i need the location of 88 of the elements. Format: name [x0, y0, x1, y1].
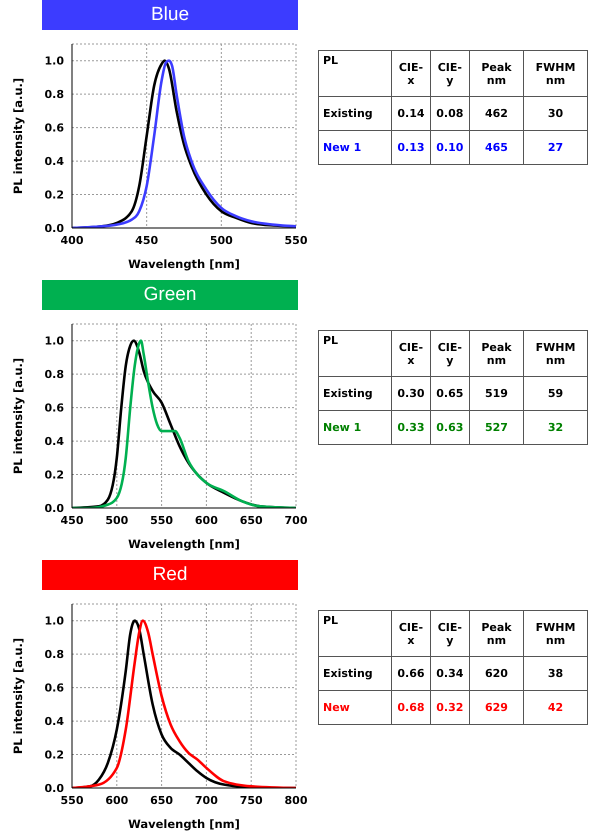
- y-tick-label: 1.0: [44, 614, 64, 628]
- data-label: 59: [524, 376, 588, 410]
- y-tick-label: 0.4: [44, 714, 64, 728]
- data-label: 38: [524, 656, 588, 690]
- x-axis-title: Wavelength [nm]: [128, 537, 240, 551]
- data-label: 0.34: [430, 656, 470, 690]
- data-label: 0.66: [392, 656, 430, 690]
- chart-title: Red: [42, 560, 298, 590]
- y-tick-label: 0.2: [44, 468, 64, 482]
- x-tick-label: 700: [284, 514, 308, 527]
- x-tick-label: 650: [240, 514, 264, 527]
- x-tick-label: 550: [284, 234, 308, 247]
- x-axis-title: Wavelength [nm]: [128, 817, 240, 831]
- x-tick-label: 700: [194, 794, 218, 807]
- category-label: FWHM nm: [524, 330, 588, 376]
- legend-label: New: [318, 690, 392, 724]
- data-label: 629: [469, 690, 524, 724]
- legend-title: PL: [318, 330, 392, 376]
- x-tick-label: 450: [60, 514, 84, 527]
- category-label: FWHM nm: [524, 50, 588, 96]
- data-label: 30: [524, 96, 588, 130]
- data-label: 527: [469, 410, 524, 444]
- data-label: 0.63: [430, 410, 470, 444]
- data-label: 0.33: [392, 410, 430, 444]
- legend-label: New 1: [318, 130, 392, 164]
- x-tick-label: 800: [284, 794, 308, 807]
- data-label: 0.10: [430, 130, 470, 164]
- y-axis-title: PL intensity [a.u.]: [11, 358, 26, 474]
- category-label: CIE-x: [392, 50, 430, 96]
- x-tick-label: 750: [240, 794, 264, 807]
- y-axis-title: PL intensity [a.u.]: [11, 78, 26, 194]
- data-label: 0.30: [392, 376, 430, 410]
- y-tick-label: 0.6: [44, 122, 64, 135]
- data-label: 32: [524, 410, 588, 444]
- y-tick-label: 0.8: [44, 88, 64, 102]
- data-label: 0.68: [392, 690, 430, 724]
- data-label: 0.32: [430, 690, 470, 724]
- legend-title: PL: [318, 610, 392, 656]
- data-label: 42: [524, 690, 588, 724]
- category-label: CIE-y: [430, 330, 470, 376]
- category-label: Peak nm: [469, 330, 524, 376]
- x-tick-label: 600: [194, 514, 218, 527]
- x-tick-label: 550: [150, 514, 174, 527]
- x-tick-label: 500: [105, 514, 129, 527]
- y-tick-label: 0.6: [44, 402, 64, 415]
- chart-title: Green: [42, 280, 298, 310]
- y-tick-label: 1.0: [44, 54, 64, 68]
- x-tick-label: 600: [105, 794, 129, 807]
- category-label: Peak nm: [469, 50, 524, 96]
- x-tick-label: 550: [60, 794, 84, 807]
- category-label: Peak nm: [469, 610, 524, 656]
- category-label: CIE-y: [430, 50, 470, 96]
- y-tick-label: 0.4: [44, 434, 64, 448]
- y-tick-label: 0.2: [44, 748, 64, 762]
- data-label: 519: [469, 376, 524, 410]
- y-axis-title: PL intensity [a.u.]: [11, 638, 26, 754]
- data-label: 0.14: [392, 96, 430, 130]
- category-label: CIE-x: [392, 610, 430, 656]
- legend-title: PL: [318, 50, 392, 96]
- y-tick-label: 0.2: [44, 188, 64, 202]
- x-tick-label: 650: [150, 794, 174, 807]
- y-tick-label: 0.4: [44, 154, 64, 168]
- data-label: 462: [469, 96, 524, 130]
- data-label: 465: [469, 130, 524, 164]
- y-tick-label: 0.8: [44, 648, 64, 662]
- y-tick-label: 0.0: [44, 782, 64, 795]
- x-axis-title: Wavelength [nm]: [128, 257, 240, 271]
- category-label: CIE-y: [430, 610, 470, 656]
- x-tick-label: 450: [135, 234, 158, 247]
- data-label: 620: [469, 656, 524, 690]
- y-tick-label: 0.0: [44, 502, 64, 515]
- data-label: 27: [524, 130, 588, 164]
- category-label: FWHM nm: [524, 610, 588, 656]
- data-label: 0.65: [430, 376, 470, 410]
- y-tick-label: 0.0: [44, 222, 64, 235]
- legend-label: Existing: [318, 96, 392, 130]
- category-label: CIE-x: [392, 330, 430, 376]
- chart-title: Blue: [42, 0, 298, 30]
- x-tick-label: 400: [60, 234, 84, 247]
- data-label: 0.08: [430, 96, 470, 130]
- y-tick-label: 0.6: [44, 682, 64, 695]
- y-tick-label: 1.0: [44, 334, 64, 348]
- legend-label: Existing: [318, 376, 392, 410]
- legend-label: Existing: [318, 656, 392, 690]
- data-label: 0.13: [392, 130, 430, 164]
- y-tick-label: 0.8: [44, 368, 64, 382]
- legend-label: New 1: [318, 410, 392, 444]
- x-tick-label: 500: [210, 234, 234, 247]
